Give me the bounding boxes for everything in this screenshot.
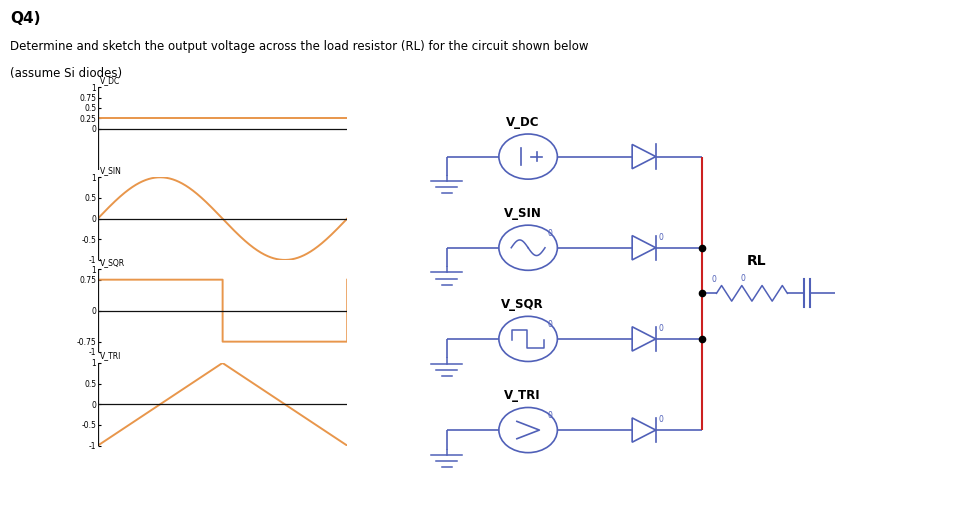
Text: 0: 0 (658, 415, 662, 424)
Text: V_SIN: V_SIN (101, 166, 122, 175)
Text: 0: 0 (546, 320, 551, 329)
Text: 0: 0 (740, 274, 744, 283)
Text: Determine and sketch the output voltage across the load resistor (RL) for the ci: Determine and sketch the output voltage … (10, 40, 588, 53)
Text: V_SIN: V_SIN (503, 207, 541, 220)
Text: V_TRI: V_TRI (504, 389, 540, 402)
Text: RL: RL (745, 254, 765, 268)
Text: 0: 0 (658, 324, 662, 333)
Text: V_TRI: V_TRI (101, 351, 121, 360)
Text: 0: 0 (546, 411, 551, 420)
Text: V_SQR: V_SQR (101, 258, 125, 267)
Text: V_DC: V_DC (505, 116, 538, 129)
Text: Q4): Q4) (10, 11, 40, 26)
Text: V_SQR: V_SQR (500, 298, 543, 311)
Text: 0: 0 (658, 233, 662, 242)
Text: 0: 0 (546, 229, 551, 237)
Text: V_DC: V_DC (101, 76, 120, 85)
Text: 0: 0 (710, 276, 715, 285)
Text: (assume Si diodes): (assume Si diodes) (10, 67, 122, 81)
